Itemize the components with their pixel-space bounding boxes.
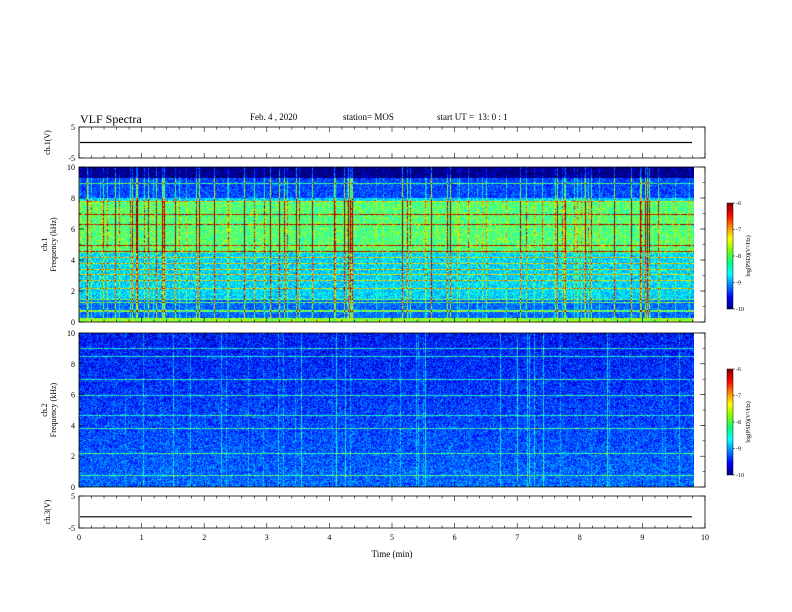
figure-title: VLF Spectra	[80, 112, 142, 126]
ch1-spec-colorbar-tick-label: -10	[736, 307, 744, 313]
ch1-spec-colorbar-tick-label: -6	[736, 201, 741, 207]
ch2-spec-colorbar-tick-label: -7	[736, 394, 741, 400]
ch2-spec-channel-label: ch.2	[40, 403, 49, 417]
ch1-wave-ylabel: ch.1(V)	[43, 130, 52, 155]
start-ut-caption: start UT =	[437, 112, 474, 122]
ch1-wave-y-tick-label: 5	[71, 123, 75, 132]
ch2-spec-y-tick-label: 8	[71, 360, 75, 369]
ch2-spec-y-tick-label: 10	[67, 329, 75, 338]
start-ut-label: start UT = 13: 0 : 1	[437, 112, 508, 122]
ch1-spec-colorbar-tick-label: -8	[736, 254, 741, 260]
x-tick-label: 4	[327, 533, 331, 542]
start-ut-value: 13: 0 : 1	[477, 112, 508, 122]
ch1-spec-ylabel: Frequency (kHz)	[49, 217, 58, 272]
ch1-spec-colorbar-tick-label: -7	[736, 228, 741, 234]
ch2-spec-y-tick-label: 4	[71, 421, 75, 430]
x-tick-label: 7	[515, 533, 519, 542]
x-tick-label: 3	[265, 533, 269, 542]
ch1-spec-heatmap	[79, 167, 694, 322]
ch2-spec-colorbar-label: log(PSD)(V²/Hz)	[745, 401, 752, 442]
ch2-spec-colorbar-tick-label: -8	[736, 420, 741, 426]
ch2-spec-y-tick-label: 6	[71, 391, 75, 400]
x-tick-label: 8	[578, 533, 582, 542]
ch2-spec-colorbar-tick-label: -6	[736, 367, 741, 373]
ch2-spec-y-tick-label: 0	[71, 483, 75, 492]
ch3-wave-y-tick-label: 5	[71, 492, 75, 501]
ch1-spec-colorbar-tick-label: -9	[736, 281, 741, 287]
x-tick-label: 1	[140, 533, 144, 542]
ch1-spec-y-tick-label: 2	[71, 287, 75, 296]
ch3-wave-ylabel: ch.3(V)	[43, 499, 52, 524]
ch2-spec-ylabel: Frequency (kHz)	[49, 382, 58, 437]
ch1-wave-y-tick-label: -5	[68, 154, 75, 163]
ch2-spec-heatmap	[79, 333, 694, 487]
ch1-spec-colorbar-label: log(PSD)(V²/Hz)	[745, 235, 752, 276]
ch2-spec-colorbar-tick-label: -10	[736, 473, 744, 479]
x-tick-label: 0	[77, 533, 81, 542]
date-label: Feb. 4 , 2020	[250, 112, 298, 122]
ch1-spec-channel-label: ch.1	[40, 238, 49, 252]
ch2-spec-colorbar	[726, 368, 734, 476]
ch1-spec-y-tick-label: 4	[71, 256, 75, 265]
ch1-spec-y-tick-label: 0	[71, 318, 75, 327]
ch1-spec-y-tick-label: 8	[71, 194, 75, 203]
station-label: station= MOS	[343, 112, 394, 122]
ch1-spec-colorbar	[726, 202, 734, 310]
ch2-spec-y-tick-label: 2	[71, 452, 75, 461]
x-tick-label: 5	[390, 533, 394, 542]
ch2-spec-colorbar-tick-label: -9	[736, 447, 741, 453]
ch3-wave-y-tick-label: -5	[68, 524, 75, 533]
ch1-spec-y-tick-label: 10	[67, 163, 75, 172]
x-axis-label: Time (min)	[372, 549, 413, 559]
ch1-spec-y-tick-label: 6	[71, 225, 75, 234]
x-tick-label: 6	[453, 533, 457, 542]
x-tick-label: 9	[640, 533, 644, 542]
x-tick-label: 2	[202, 533, 206, 542]
x-tick-label: 10	[701, 533, 709, 542]
